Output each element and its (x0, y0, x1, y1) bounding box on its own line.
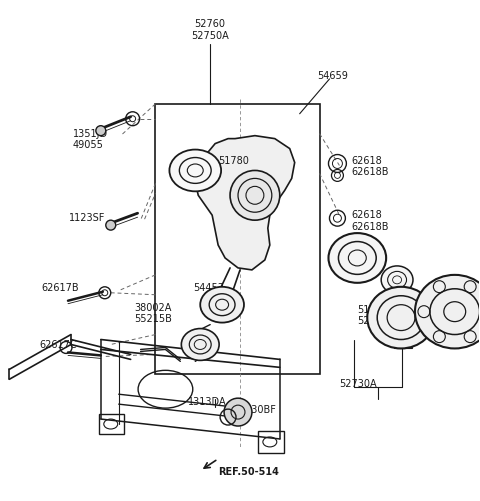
Ellipse shape (415, 275, 480, 349)
Ellipse shape (181, 329, 219, 360)
Ellipse shape (230, 170, 280, 220)
Polygon shape (195, 136, 295, 270)
Text: 54453: 54453 (193, 283, 224, 293)
Text: 1351JD
49055: 1351JD 49055 (73, 129, 108, 150)
Text: 62617B: 62617B (41, 283, 79, 293)
Text: 1313DA: 1313DA (188, 397, 227, 407)
Text: 1123SF: 1123SF (69, 213, 106, 223)
Circle shape (96, 126, 106, 136)
Text: 52760
52750A: 52760 52750A (192, 20, 229, 41)
Ellipse shape (169, 150, 221, 191)
Text: REF.50-514: REF.50-514 (218, 467, 279, 477)
Ellipse shape (367, 287, 435, 349)
Circle shape (106, 220, 116, 230)
Text: 38002A
55215B: 38002A 55215B (134, 303, 172, 324)
Bar (258, 431, 284, 453)
Bar (394, 340, 412, 349)
Bar (156, 104, 320, 374)
Text: 62618
62618B: 62618 62618B (351, 210, 389, 232)
Text: 54659: 54659 (318, 71, 348, 81)
Text: 62617C: 62617C (39, 340, 77, 350)
Ellipse shape (328, 233, 386, 283)
Bar (99, 414, 124, 434)
Text: 52730A: 52730A (339, 379, 377, 389)
Ellipse shape (200, 287, 244, 323)
Circle shape (224, 398, 252, 426)
Text: 1430BF: 1430BF (240, 405, 277, 415)
Text: 51752
52752: 51752 52752 (357, 305, 389, 326)
Text: 62618
62618B: 62618 62618B (351, 155, 389, 177)
Text: 51780: 51780 (218, 155, 249, 165)
Ellipse shape (381, 266, 413, 294)
